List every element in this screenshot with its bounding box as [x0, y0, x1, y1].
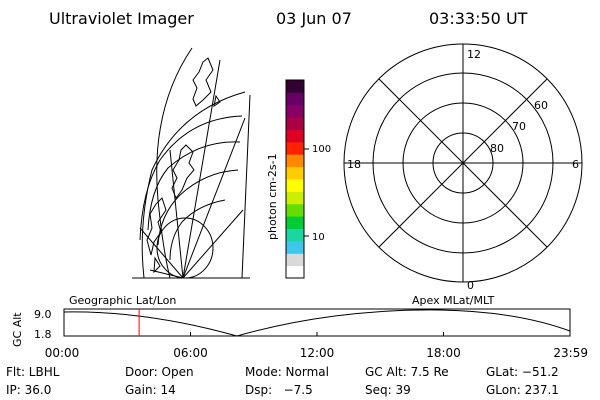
timeline-frame [63, 308, 571, 337]
status-gc-altitude: GC Alt: 7.5 Re [365, 365, 449, 379]
map-latitude-circle [141, 91, 246, 279]
colorbar-segment [286, 141, 304, 155]
status-mode: Mode: Normal [245, 365, 329, 379]
colorbar-tick-label-100: 100 [312, 144, 331, 155]
altitude-curve [63, 309, 571, 337]
status-door: Door: Open [125, 365, 194, 379]
timeline-x-tick-label: 00:00 [45, 346, 80, 360]
timeline-y-axis-label: GC Alt [11, 312, 24, 347]
status-dsp: Dsp: −7.5 [245, 383, 313, 397]
polar-meridian-line [378, 78, 548, 248]
colorbar-segment [286, 104, 304, 118]
colorbar-segment [286, 216, 304, 230]
colorbar-segment [286, 117, 304, 131]
observation-time: 03:33:50 UT [429, 9, 528, 28]
colorbar-tick-label-10: 10 [312, 232, 325, 243]
map-meridian-line [169, 149, 184, 279]
colorbar-segment [286, 166, 304, 180]
timeline-left-label: Geographic Lat/Lon [69, 294, 176, 307]
colorbar-unit-label: photon cm-2s-1 [266, 153, 279, 240]
polar-mlt-plot [343, 43, 583, 283]
map-latitude-circle [147, 141, 241, 231]
map-coastline [171, 144, 195, 200]
colorbar-segment [286, 228, 304, 242]
timeline-x-tick-label: 23:59 [553, 346, 588, 360]
status-gain: Gain: 14 [125, 383, 176, 397]
lat-label-60: 60 [534, 99, 548, 112]
timeline-x-tick-label: 18:00 [426, 346, 461, 360]
colorbar-frame [285, 79, 305, 279]
map-meridian-line [139, 227, 184, 279]
colorbar-segment [286, 92, 304, 106]
status-ip: IP: 36.0 [6, 383, 51, 397]
map-latitude-circle [169, 199, 226, 261]
map-meridian-line [182, 59, 221, 279]
map-meridian-line [149, 269, 184, 279]
map-latitude-circle [139, 115, 243, 241]
map-coastline [213, 94, 221, 108]
colorbar-segment [286, 179, 304, 192]
mlt-label-noon: 12 [467, 48, 481, 61]
timeline-x-axis: 00:00 06:00 12:00 18:00 23:59 [45, 332, 588, 360]
mlt-label-dawn: 6 [572, 158, 579, 171]
colorbar-segment [286, 80, 304, 93]
colorbar-segment [286, 253, 304, 267]
colorbar-segment [286, 265, 304, 279]
colorbar-segment [286, 240, 304, 254]
map-meridian-line [182, 117, 246, 279]
geographic-map [132, 47, 251, 279]
lat-label-70: 70 [512, 120, 526, 133]
status-filter: Flt: LBHL [6, 365, 60, 379]
timeline-y-tick-min: 1.8 [34, 328, 52, 341]
status-geo-latitude: GLat: −51.2 [486, 365, 559, 379]
map-coastline [146, 197, 167, 256]
timeline-right-label: Apex MLat/MLT [412, 294, 495, 307]
mlt-label-dusk: 18 [347, 158, 361, 171]
status-geo-longitude: GLon: 237.1 [486, 383, 559, 397]
mlt-label-midnight: 0 [467, 279, 474, 292]
timeline-y-tick-max: 9.0 [34, 308, 52, 321]
timeline-x-tick-label: 12:00 [300, 346, 335, 360]
map-coastline [192, 57, 214, 107]
map-meridian-line [182, 209, 244, 279]
lat-label-80: 80 [490, 142, 504, 155]
intensity-colorbar [286, 80, 304, 279]
instrument-title: Ultraviolet Imager [49, 9, 194, 28]
timeline-x-tick-label: 06:00 [173, 346, 208, 360]
map-latitude-circle [157, 169, 239, 246]
map-limb-edge [241, 94, 251, 279]
colorbar-segment [286, 154, 304, 168]
map-coastline [153, 256, 161, 274]
observation-date: 03 Jun 07 [276, 9, 352, 28]
colorbar-segment [286, 129, 304, 143]
colorbar-segment [286, 191, 304, 205]
status-sequence: Seq: 39 [365, 383, 411, 397]
colorbar-segment [286, 203, 304, 217]
